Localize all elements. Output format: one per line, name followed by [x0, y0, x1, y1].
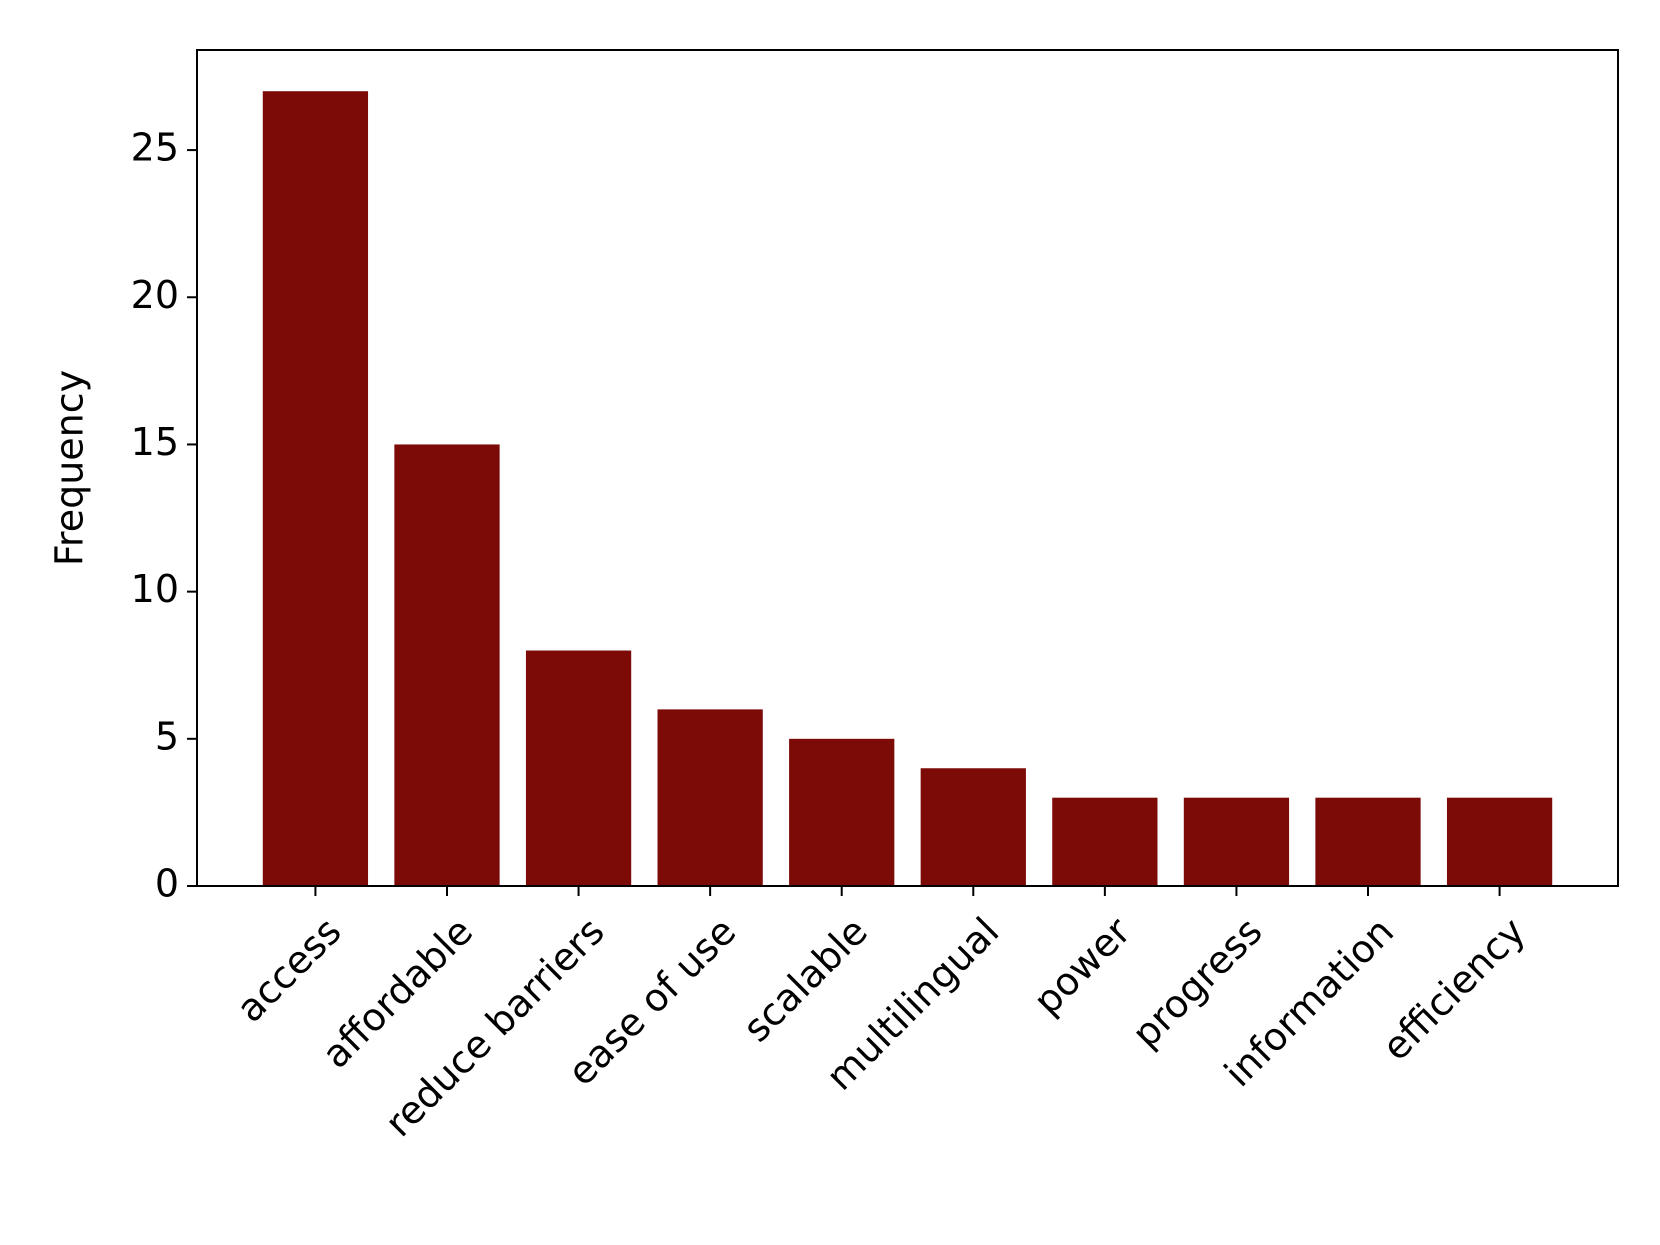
bar	[1052, 797, 1158, 886]
x-tick-label: access	[228, 909, 350, 1031]
bar	[525, 650, 632, 886]
x-tick-label: efficiency	[1374, 909, 1534, 1069]
y-tick-label: 25	[131, 126, 179, 170]
bar	[1315, 797, 1421, 886]
bar	[789, 738, 895, 886]
y-tick-label: 20	[131, 273, 179, 317]
x-tick-label: reduce barriers	[376, 909, 612, 1145]
bar	[262, 91, 369, 887]
y-tick-label: 0	[155, 862, 179, 906]
y-axis-label: Frequency	[48, 370, 92, 566]
plot-frame	[196, 49, 1619, 887]
bar	[920, 768, 1026, 886]
bar	[657, 709, 763, 886]
y-tick-label: 5	[155, 714, 179, 758]
bar	[394, 444, 500, 886]
x-tick-label: power	[1025, 909, 1139, 1023]
bar	[1446, 797, 1553, 886]
y-tick-label: 15	[131, 420, 179, 464]
y-tick-label: 10	[131, 567, 179, 611]
bar	[1183, 797, 1290, 886]
x-tick-label: scalable	[735, 909, 876, 1050]
